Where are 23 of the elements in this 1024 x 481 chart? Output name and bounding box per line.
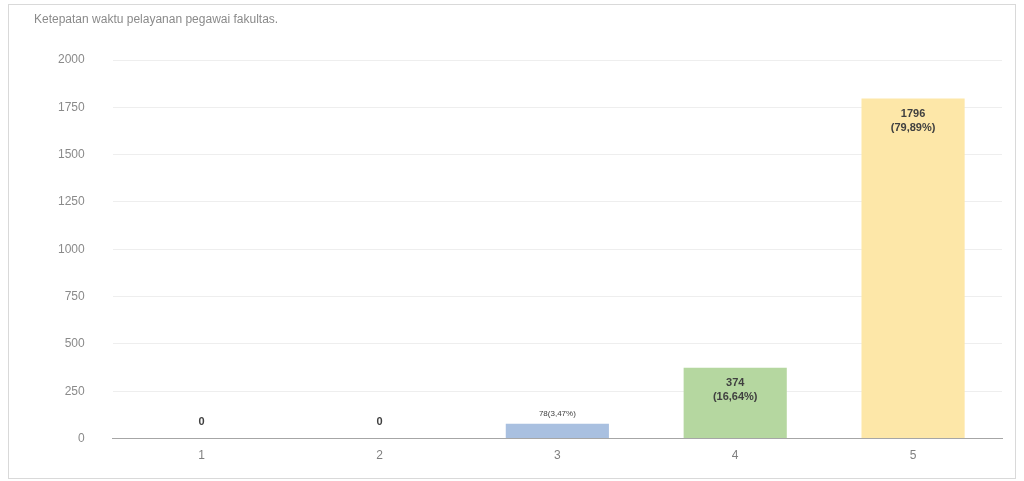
y-tick-label: 1750: [57, 99, 86, 114]
y-tick-label: 1250: [57, 194, 86, 209]
y-tick-label: 1500: [57, 146, 86, 161]
bar: [505, 423, 609, 439]
x-tick-label: 4: [731, 448, 739, 463]
y-tick-label: 0: [78, 430, 86, 445]
y-tick-label: 750: [64, 288, 86, 303]
data-label: 0: [376, 414, 383, 427]
bar: [683, 367, 787, 439]
y-tick-label: 500: [64, 336, 86, 351]
data-label: 374 (16,64%): [712, 375, 758, 402]
x-tick-label: 1: [198, 448, 206, 463]
y-tick-label: 1000: [57, 241, 86, 256]
data-label: 1796 (79,89%): [890, 106, 936, 133]
x-tick-label: 2: [376, 448, 384, 463]
chart-title: Ketepatan waktu pelayanan pegawai fakultas.: [34, 12, 279, 26]
x-tick-label: 3: [554, 448, 561, 463]
data-label: 0: [198, 414, 205, 427]
y-tick-label: 250: [64, 383, 86, 398]
y-tick-label: 2000: [57, 52, 86, 67]
x-tick-label: 5: [909, 448, 917, 463]
bar: [861, 98, 965, 439]
data-label: 78(3,47%): [538, 408, 577, 418]
